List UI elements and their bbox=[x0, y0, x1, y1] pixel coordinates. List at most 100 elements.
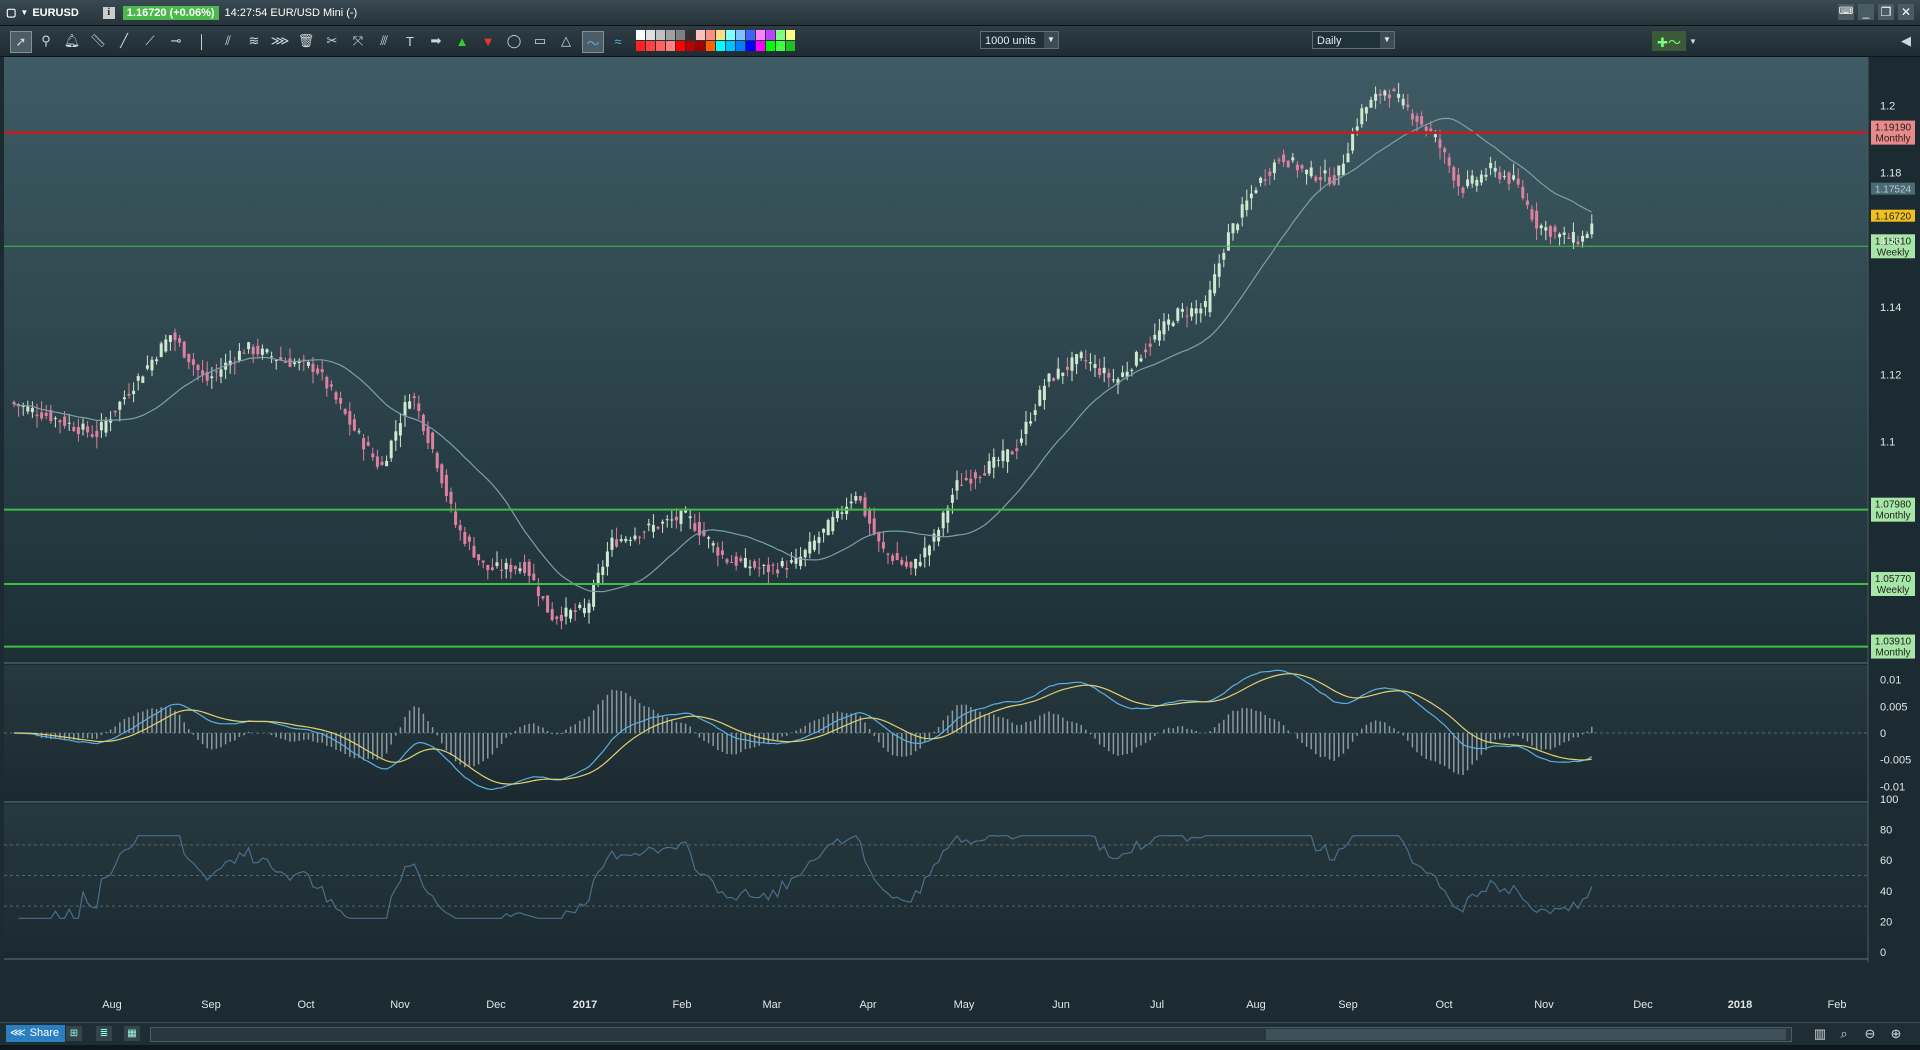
palette-swatch[interactable] bbox=[776, 30, 785, 40]
palette-swatch[interactable] bbox=[706, 30, 715, 40]
palette-swatch[interactable] bbox=[706, 41, 715, 51]
ruler-icon[interactable]: 📏︎ bbox=[89, 33, 107, 48]
list-icon[interactable]: ≣ bbox=[96, 1026, 112, 1041]
tools-icon[interactable]: ✂ bbox=[326, 33, 338, 48]
zoom-in-icon[interactable]: ⊕ bbox=[1890, 1026, 1902, 1041]
vertical-line-icon[interactable]: │ bbox=[197, 33, 207, 49]
palette-swatch[interactable] bbox=[656, 30, 665, 40]
palette-swatch[interactable] bbox=[656, 41, 665, 51]
restore-button[interactable]: ❐ bbox=[1878, 4, 1894, 20]
candle-body bbox=[53, 417, 57, 419]
fibonacci-icon[interactable]: ≋ bbox=[248, 33, 260, 48]
palette-swatch[interactable] bbox=[636, 30, 645, 40]
candle-body bbox=[1213, 274, 1217, 294]
palette-swatch[interactable] bbox=[636, 41, 645, 51]
palette-swatch[interactable] bbox=[646, 41, 655, 51]
sell-arrow-icon[interactable]: ▼ bbox=[481, 33, 495, 49]
x-tick-label: Dec bbox=[1633, 999, 1653, 1011]
x-tick-label: Nov bbox=[1534, 999, 1554, 1011]
palette-swatch[interactable] bbox=[786, 41, 795, 51]
candle-body bbox=[596, 572, 600, 585]
palette-swatch[interactable] bbox=[716, 41, 725, 51]
andrews-icon[interactable]: ⋙ bbox=[270, 33, 290, 48]
channel-icon[interactable]: ⫽ bbox=[225, 33, 231, 48]
palette-swatch[interactable] bbox=[686, 41, 695, 51]
color-palette[interactable] bbox=[636, 30, 795, 52]
horizontal-line-icon[interactable]: ⊸ bbox=[170, 33, 182, 48]
chart-scrollbar[interactable] bbox=[150, 1027, 1792, 1042]
palette-swatch[interactable] bbox=[746, 30, 755, 40]
parallel-icon[interactable]: ⤧ bbox=[352, 33, 364, 48]
gann-icon[interactable]: ⫻ bbox=[380, 33, 388, 48]
collapse-icon[interactable]: ◀ bbox=[1901, 33, 1911, 48]
alert-icon[interactable]: 🔔︎ bbox=[63, 33, 81, 48]
palette-swatch[interactable] bbox=[736, 41, 745, 51]
palette-swatch[interactable] bbox=[776, 41, 785, 51]
palette-swatch[interactable] bbox=[736, 30, 745, 40]
pointer-icon[interactable]: ➚ bbox=[10, 31, 32, 53]
indicator-b-icon[interactable]: ≈ bbox=[614, 33, 622, 49]
zoom-out-icon[interactable]: ⊖ bbox=[1864, 1026, 1876, 1041]
ellipse-icon[interactable]: ◯ bbox=[506, 33, 522, 48]
candle-body bbox=[357, 431, 361, 433]
candle-body bbox=[1199, 308, 1203, 314]
moving-average-series bbox=[13, 117, 1593, 593]
chart-svg[interactable]: 1.19190Monthly1.15810Weekly1.07980Monthl… bbox=[0, 57, 1920, 1027]
palette-swatch[interactable] bbox=[666, 41, 675, 51]
text-icon[interactable]: T bbox=[406, 33, 414, 49]
keyboard-icon[interactable]: ⌨ bbox=[1838, 4, 1854, 20]
arrow-right-icon[interactable]: ➡ bbox=[430, 33, 442, 48]
palette-swatch[interactable] bbox=[756, 41, 765, 51]
symbol-selector[interactable]: ▢ ▼ EURUSD bbox=[6, 6, 79, 20]
share-button[interactable]: ⋘ Share bbox=[6, 1025, 66, 1042]
zoom-icon[interactable]: ⚲ bbox=[41, 33, 51, 48]
palette-swatch[interactable] bbox=[696, 41, 705, 51]
palette-swatch[interactable] bbox=[766, 30, 775, 40]
candle-body bbox=[1300, 165, 1304, 169]
candle-body bbox=[1548, 226, 1552, 237]
palette-swatch[interactable] bbox=[676, 30, 685, 40]
buy-arrow-icon[interactable]: ▲ bbox=[455, 33, 469, 49]
candle-body bbox=[348, 411, 352, 425]
candle-body bbox=[1024, 421, 1028, 434]
chart-area[interactable]: 1.19190 Monthly 1.15810 Weekly 1.07980 Monthl… bbox=[0, 57, 1920, 1027]
zoom-fit-icon[interactable]: ⌕ bbox=[1840, 1026, 1848, 1041]
palette-swatch[interactable] bbox=[746, 41, 755, 51]
candle-body bbox=[76, 426, 80, 434]
horizontal-levels[interactable]: 1.19190Monthly1.15810Weekly1.07980Monthl… bbox=[4, 120, 1915, 659]
palette-swatch[interactable] bbox=[666, 30, 675, 40]
candle-body bbox=[1507, 172, 1511, 184]
info-icon[interactable]: i bbox=[102, 6, 115, 19]
line-icon[interactable]: ╱ bbox=[120, 33, 128, 48]
rectangle-icon[interactable]: ▭ bbox=[533, 33, 547, 48]
close-button[interactable]: ✕ bbox=[1898, 4, 1914, 20]
palette-swatch[interactable] bbox=[676, 41, 685, 51]
candle-body bbox=[1535, 210, 1539, 229]
palette-swatch[interactable] bbox=[766, 41, 775, 51]
triangle-icon[interactable]: △ bbox=[561, 33, 571, 48]
candle-body bbox=[1383, 90, 1387, 96]
chevron-down-icon[interactable]: ▼ bbox=[1689, 36, 1697, 46]
indicator-icon[interactable]: 〜 bbox=[582, 31, 604, 53]
delete-icon[interactable]: 🗑︎ bbox=[297, 33, 315, 48]
trendline-icon[interactable]: ⟋ bbox=[145, 33, 155, 48]
units-dropdown[interactable]: 1000 units ▼ bbox=[980, 31, 1059, 49]
layout-icon[interactable]: ⊞ bbox=[66, 1026, 82, 1041]
palette-swatch[interactable] bbox=[726, 30, 735, 40]
scrollbar-thumb[interactable] bbox=[1266, 1029, 1786, 1040]
table-icon[interactable]: ▦ bbox=[124, 1026, 140, 1041]
add-indicator-icon[interactable]: ✚〜 bbox=[1652, 31, 1686, 51]
palette-swatch[interactable] bbox=[786, 30, 795, 40]
x-tick-label: Dec bbox=[486, 999, 506, 1011]
palette-swatch[interactable] bbox=[716, 30, 725, 40]
chart-type-icon[interactable]: ▥ bbox=[1813, 1026, 1827, 1041]
timeframe-dropdown[interactable]: Daily ▼ bbox=[1312, 31, 1395, 49]
palette-swatch[interactable] bbox=[686, 30, 695, 40]
candle-body bbox=[1254, 190, 1258, 193]
palette-swatch[interactable] bbox=[726, 41, 735, 51]
minimize-button[interactable]: _ bbox=[1858, 4, 1874, 20]
candle-body bbox=[12, 401, 16, 405]
palette-swatch[interactable] bbox=[696, 30, 705, 40]
palette-swatch[interactable] bbox=[756, 30, 765, 40]
palette-swatch[interactable] bbox=[646, 30, 655, 40]
